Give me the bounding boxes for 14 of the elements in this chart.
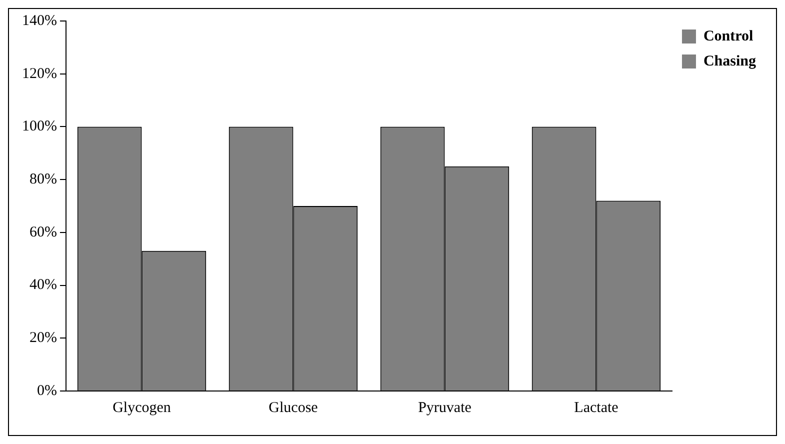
y-tick-label: 140% [22,12,57,29]
x-tick-label: Pyruvate [418,400,472,416]
y-tick-label: 120% [22,66,57,82]
legend-label: Chasing [703,53,756,70]
y-tick-label: 20% [29,330,57,346]
legend-label: Control [703,28,754,44]
y-tick-label: 40% [29,277,57,294]
y-tick-label: 60% [29,224,57,240]
y-tick-label: 80% [29,172,57,188]
x-tick-label: Glycogen [112,400,172,416]
y-tick-label: 0% [36,382,57,399]
x-tick-label: Lactate [574,400,619,416]
x-tick-label: Glucose [268,400,318,416]
y-tick-label: 100% [22,118,57,135]
